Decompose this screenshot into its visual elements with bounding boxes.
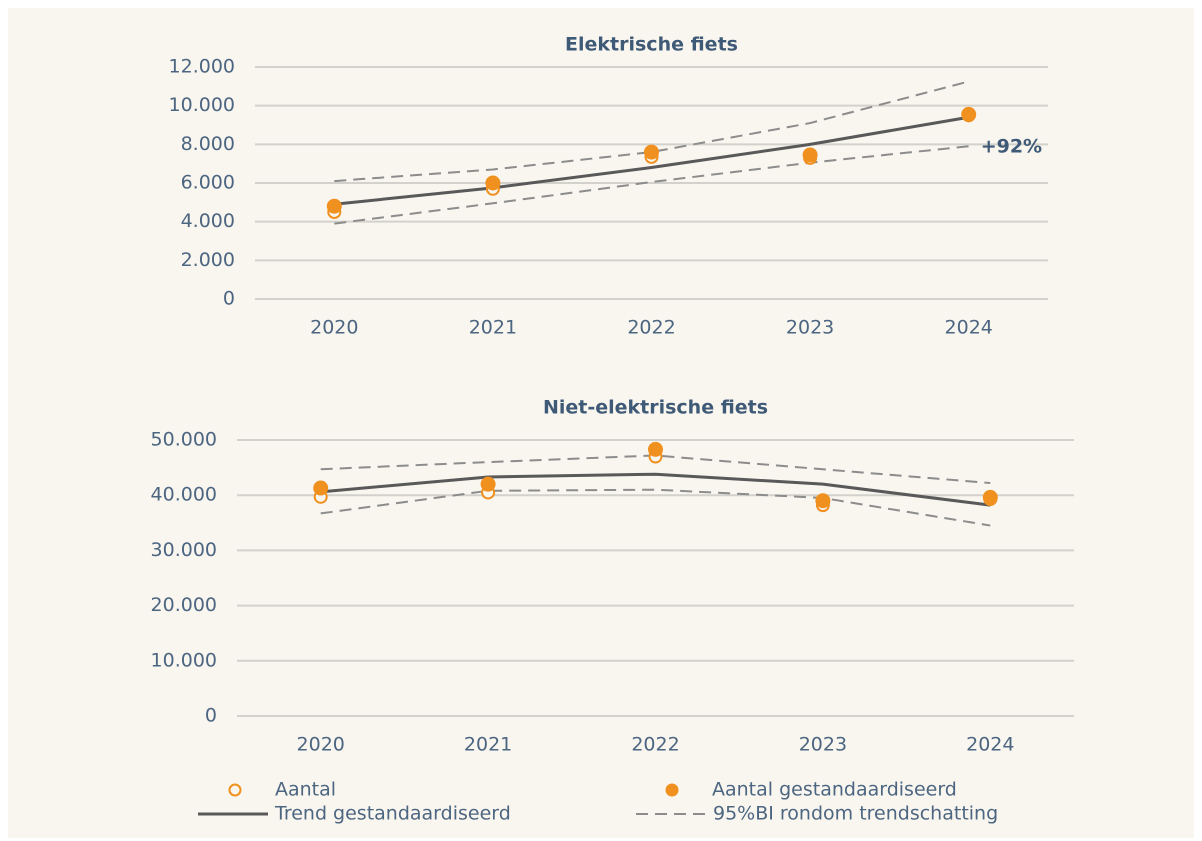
ci-line xyxy=(334,80,969,183)
legend-label: Trend gestandaardiseerd xyxy=(274,803,511,825)
y-tick-label: 10.000 xyxy=(169,94,235,116)
annotation: +92% xyxy=(981,136,1042,158)
point xyxy=(648,441,663,457)
point xyxy=(313,480,329,496)
ci-line xyxy=(334,145,969,225)
point xyxy=(815,493,831,509)
point xyxy=(802,147,818,163)
y-tick-label: 30.000 xyxy=(151,539,217,561)
point xyxy=(982,489,998,505)
y-tick-label: 40.000 xyxy=(151,484,217,506)
y-tick-label: 6.000 xyxy=(181,172,235,194)
point xyxy=(961,106,977,122)
legend-marker xyxy=(228,783,242,797)
y-tick-label: 20.000 xyxy=(151,594,217,616)
y-tick-label: 8.000 xyxy=(181,133,235,155)
point xyxy=(485,175,501,191)
point xyxy=(326,198,342,214)
y-tick-label: 0 xyxy=(223,288,235,310)
x-tick-label: 2024 xyxy=(945,317,993,339)
x-tick-label: 2021 xyxy=(464,734,512,756)
legend-marker xyxy=(665,783,679,797)
y-tick-label: 2.000 xyxy=(181,249,235,271)
y-tick-label: 12.000 xyxy=(169,56,235,78)
point xyxy=(644,144,659,160)
trend-line xyxy=(334,115,969,206)
y-tick-label: 10.000 xyxy=(151,649,217,671)
y-tick-label: 4.000 xyxy=(181,210,235,232)
legend-label: Aantal gestandaardiseerd xyxy=(712,779,957,801)
x-tick-label: 2022 xyxy=(627,317,675,339)
panel xyxy=(8,8,1194,838)
legend-label: Aantal xyxy=(275,779,336,801)
x-tick-label: 2023 xyxy=(786,317,834,339)
ci-line xyxy=(320,454,991,485)
x-tick-label: 2022 xyxy=(631,734,679,756)
x-tick-label: 2020 xyxy=(310,317,358,339)
y-tick-label: 50.000 xyxy=(151,429,217,451)
x-tick-label: 2024 xyxy=(966,734,1014,756)
legend-label: 95%BI rondom trendschatting xyxy=(713,803,998,825)
chart-title: Elektrische fiets xyxy=(565,34,738,56)
x-tick-label: 2023 xyxy=(799,734,847,756)
chart-title: Niet-elektrische fiets xyxy=(543,397,768,419)
ci-line xyxy=(320,488,991,527)
x-tick-label: 2021 xyxy=(469,317,517,339)
y-tick-label: 0 xyxy=(205,705,217,727)
x-tick-label: 2020 xyxy=(297,734,345,756)
point xyxy=(480,476,496,492)
trend-line xyxy=(320,472,991,507)
